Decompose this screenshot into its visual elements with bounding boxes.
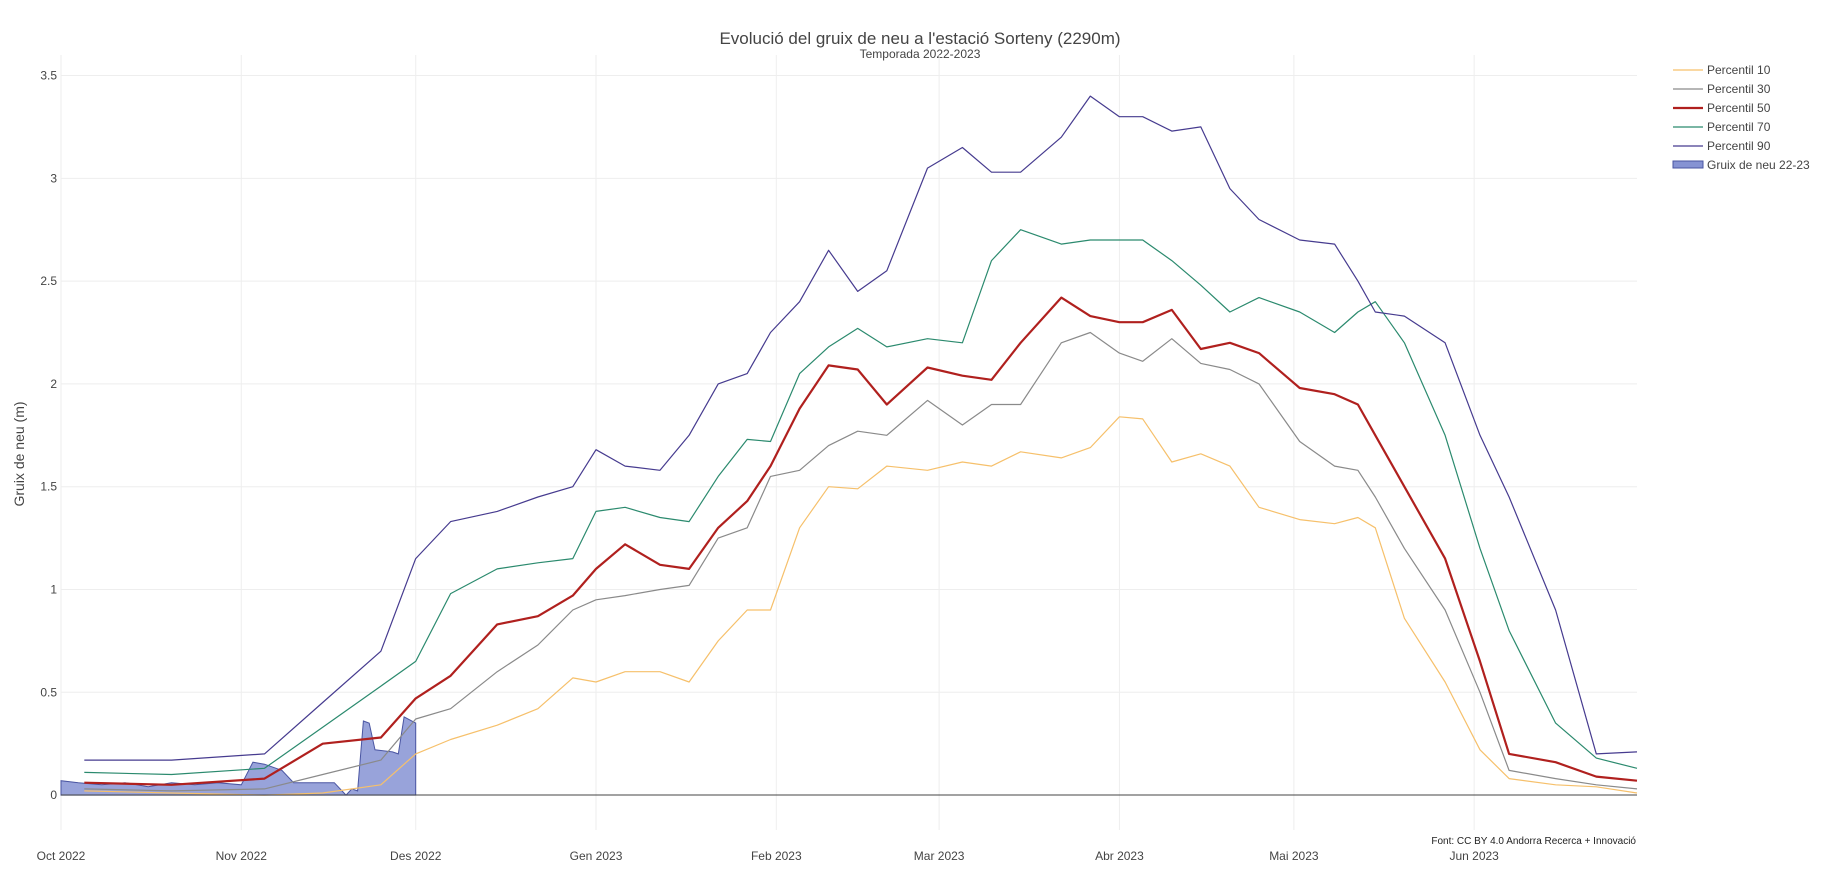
legend-swatch <box>1672 160 1704 169</box>
legend-item[interactable]: Percentil 70 <box>1673 120 1771 134</box>
x-tick-labels: Oct 2022 Nov 2022 Des 2022 Gen 2023 Feb 2023… <box>37 849 1500 863</box>
y-tick-label: 3 <box>50 171 57 185</box>
legend-label: Gruix de neu 22-23 <box>1707 158 1810 172</box>
y-tick-labels: 0 0.5 1 1.5 2 2.5 3 3.5 <box>40 69 57 802</box>
legend-item[interactable]: Gruix de neu 22-23 <box>1672 158 1810 172</box>
series-line-percentil-10 <box>84 416 1638 796</box>
y-tick-label: 2 <box>50 377 57 391</box>
legend: Percentil 10 Percentil 30 Percentil 50 Perc… <box>1672 63 1810 172</box>
y-tick-label: 1.5 <box>40 480 57 494</box>
series-line-percentil-50 <box>84 296 1638 786</box>
legend-label: Percentil 10 <box>1707 63 1771 77</box>
y-axis-label: Gruix de neu (m) <box>11 401 27 506</box>
y-gridlines <box>61 75 1637 693</box>
x-tick-label: Feb 2023 <box>751 849 802 863</box>
legend-item[interactable]: Percentil 90 <box>1673 139 1771 153</box>
legend-label: Percentil 90 <box>1707 139 1771 153</box>
x-tick-label: Jun 2023 <box>1449 849 1499 863</box>
x-tick-label: Des 2022 <box>390 849 442 863</box>
chart-title: Evolució del gruix de neu a l'estació So… <box>719 29 1120 48</box>
series-line-percentil-30 <box>84 331 1638 792</box>
legend-label: Percentil 50 <box>1707 101 1771 115</box>
series-layer <box>60 95 1638 796</box>
y-tick-label: 0 <box>50 788 57 802</box>
y-tick-label: 2.5 <box>40 274 57 288</box>
series-line-percentil-90 <box>84 95 1638 761</box>
legend-label: Percentil 70 <box>1707 120 1771 134</box>
x-tick-label: Nov 2022 <box>216 849 268 863</box>
x-tick-label: Oct 2022 <box>37 849 86 863</box>
x-gridlines <box>60 55 1475 830</box>
chart-subtitle: Temporada 2022-2023 <box>860 47 981 61</box>
x-tick-label: Mar 2023 <box>914 849 965 863</box>
y-tick-label: 3.5 <box>40 69 57 83</box>
x-tick-label: Abr 2023 <box>1095 849 1144 863</box>
legend-item[interactable]: Percentil 30 <box>1673 82 1771 96</box>
legend-item[interactable]: Percentil 10 <box>1673 63 1771 77</box>
legend-label: Percentil 30 <box>1707 82 1771 96</box>
series-line-percentil-70 <box>84 229 1638 776</box>
y-tick-label: 0.5 <box>40 685 57 699</box>
y-tick-label: 1 <box>50 582 57 596</box>
x-tick-label: Gen 2023 <box>570 849 623 863</box>
legend-item[interactable]: Percentil 50 <box>1673 101 1771 115</box>
x-tick-label: Mai 2023 <box>1269 849 1319 863</box>
source-note: Font: CC BY 4.0 Andorra Recerca + Innova… <box>1431 836 1636 847</box>
